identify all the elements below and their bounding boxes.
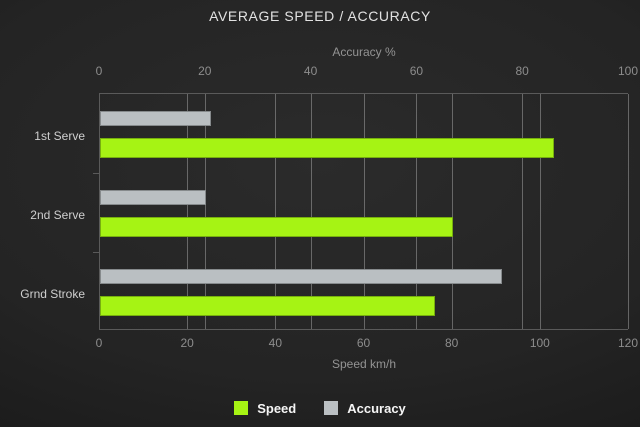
tick-label: 60 xyxy=(356,336,371,350)
gridline xyxy=(416,94,417,329)
legend-swatch-speed xyxy=(234,401,249,415)
gridline xyxy=(205,94,206,329)
bottom-axis-title: Speed km/h xyxy=(331,357,397,371)
legend-item-speed[interactable]: Speed xyxy=(234,401,296,416)
tick-label: 100 xyxy=(617,64,639,78)
gridline xyxy=(187,94,188,329)
category-label: Grnd Stroke xyxy=(20,287,85,301)
tick-label: 60 xyxy=(409,64,424,78)
gridline xyxy=(452,94,453,329)
speed-bar xyxy=(100,217,453,237)
tick-label: 100 xyxy=(529,336,550,350)
legend-item-accuracy[interactable]: Accuracy xyxy=(324,401,406,416)
speed-bar xyxy=(100,296,435,316)
legend: Speed Accuracy xyxy=(0,396,640,420)
tick-label: 120 xyxy=(617,336,639,350)
gridline xyxy=(311,94,312,329)
accuracy-bar xyxy=(100,111,211,126)
gridline xyxy=(628,94,629,329)
category-label: 2nd Serve xyxy=(30,208,85,222)
legend-swatch-accuracy xyxy=(324,401,339,415)
tick-label: 0 xyxy=(95,64,103,78)
chart-title: AVERAGE SPEED / ACCURACY xyxy=(209,8,431,24)
tick-label: 20 xyxy=(180,336,194,350)
speed-bar xyxy=(100,138,554,158)
accuracy-bar xyxy=(100,269,502,284)
legend-label: Accuracy xyxy=(347,400,406,416)
tick-label: 80 xyxy=(444,336,459,350)
legend-label: Speed xyxy=(257,400,297,416)
category-axis-tick xyxy=(93,252,100,253)
category-axis-tick xyxy=(93,173,100,174)
gridline xyxy=(540,94,541,329)
tick-label: 40 xyxy=(268,336,283,350)
plot-area xyxy=(93,93,629,330)
tick-label: 0 xyxy=(95,336,103,350)
gridline xyxy=(522,94,523,329)
tick-label: 80 xyxy=(515,64,529,78)
accuracy-bar xyxy=(100,190,206,205)
top-axis-title: Accuracy % xyxy=(332,45,396,59)
gridline xyxy=(364,94,365,329)
tick-label: 40 xyxy=(303,64,318,78)
category-label: 1st Serve xyxy=(34,129,85,143)
tick-label: 20 xyxy=(198,64,212,78)
gridline xyxy=(275,94,276,329)
